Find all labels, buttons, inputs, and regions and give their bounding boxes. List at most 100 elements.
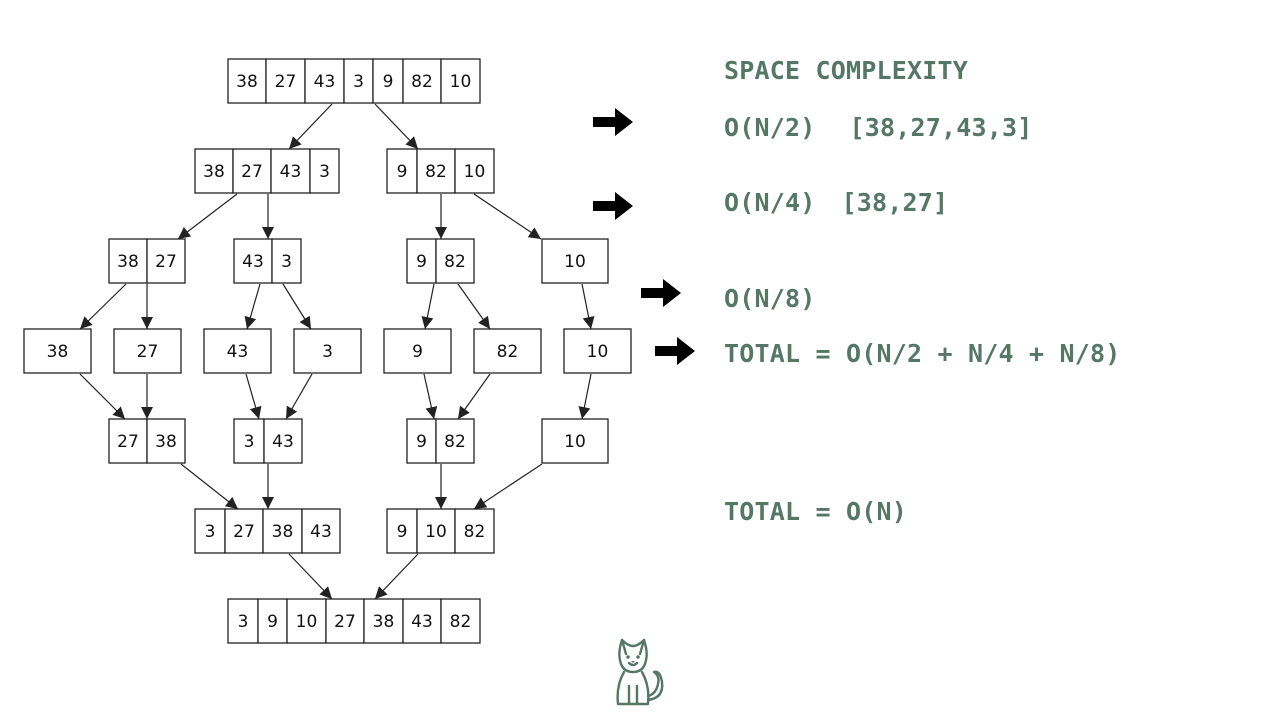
array-cell bbox=[363, 598, 404, 644]
array-cell-value: 82 bbox=[425, 162, 447, 182]
array-node: 10 bbox=[563, 328, 632, 374]
array-cell-value: 3 bbox=[353, 72, 364, 92]
array-cell-value: 3 bbox=[322, 342, 333, 362]
tree-edge-arrow bbox=[374, 103, 419, 150]
tree-edge-arrow bbox=[421, 283, 435, 330]
array-cell bbox=[233, 238, 273, 284]
array-node: 38 27 43 3 9 82 10 bbox=[227, 58, 481, 104]
array-cell-value: 43 bbox=[314, 72, 336, 92]
array-node: 3 27 38 43 bbox=[194, 508, 341, 554]
array-cell bbox=[309, 148, 340, 194]
array-cell-value: 10 bbox=[587, 342, 609, 362]
array-cell-value: 82 bbox=[444, 432, 466, 452]
array-node: 9 82 bbox=[406, 238, 475, 284]
array-cell bbox=[146, 238, 186, 284]
array-cell-value: 38 bbox=[236, 72, 258, 92]
array-cell bbox=[263, 418, 303, 464]
array-cell bbox=[416, 508, 456, 554]
total-sum-line: TOTAL = O(N/2 + N/4 + N/8) bbox=[724, 339, 1121, 368]
array-cell-value: 82 bbox=[464, 522, 486, 542]
array-cell-value: 9 bbox=[383, 72, 394, 92]
array-cell-value: 43 bbox=[272, 432, 294, 452]
tree-edge-arrow bbox=[79, 283, 127, 330]
array-cell bbox=[286, 598, 327, 644]
array-cell bbox=[435, 418, 475, 464]
array-cell bbox=[541, 418, 609, 464]
array-cell bbox=[406, 238, 437, 284]
array-cell bbox=[146, 418, 186, 464]
array-cell-value: 9 bbox=[412, 342, 423, 362]
array-cell-value: 82 bbox=[497, 342, 519, 362]
array-cell bbox=[563, 328, 632, 374]
tree-edge-arrow bbox=[581, 283, 595, 330]
array-cell-value: 3 bbox=[244, 432, 255, 452]
tree-edge-arrow bbox=[457, 283, 491, 330]
array-cell-value: 9 bbox=[397, 522, 408, 542]
array-cell bbox=[383, 328, 452, 374]
right-arrow-icon bbox=[641, 279, 681, 307]
array-cell-value: 38 bbox=[272, 522, 294, 542]
array-cell bbox=[386, 508, 418, 554]
complexity-n-over-2: O(N/2) bbox=[724, 113, 816, 142]
array-cell-value: 10 bbox=[564, 252, 586, 272]
array-cell bbox=[262, 508, 303, 554]
tree-edge-arrow bbox=[457, 373, 491, 420]
tree-edge-arrow bbox=[473, 193, 542, 240]
array-cell-value: 43 bbox=[411, 612, 433, 632]
array-cell bbox=[257, 598, 288, 644]
array-cell bbox=[108, 238, 148, 284]
complexity-line-1: O(N/2) [38,27,43,3] bbox=[724, 113, 1033, 142]
array-node: 10 bbox=[541, 238, 609, 284]
array-node: 9 82 bbox=[406, 418, 475, 464]
tree-edge-arrow bbox=[245, 373, 262, 420]
space-complexity-title: SPACE COMPLEXITY bbox=[724, 56, 969, 85]
total-final-line: TOTAL = O(N) bbox=[724, 497, 908, 526]
array-cell-value: 38 bbox=[155, 432, 177, 452]
array-cell bbox=[440, 58, 481, 104]
array-cell bbox=[301, 508, 341, 554]
array-cell-value: 3 bbox=[205, 522, 216, 542]
array-cell-value: 3 bbox=[238, 612, 249, 632]
array-node: 38 bbox=[23, 328, 92, 374]
array-cell bbox=[232, 148, 272, 194]
array-node: 43 bbox=[203, 328, 272, 374]
tree-edge-arrow bbox=[473, 463, 543, 510]
array-cell bbox=[386, 148, 418, 194]
array-cell-value: 38 bbox=[373, 612, 395, 632]
array-cell bbox=[402, 58, 442, 104]
array-cell-value: 27 bbox=[275, 72, 297, 92]
tree-edge-arrow bbox=[288, 553, 333, 600]
array-cell bbox=[402, 598, 442, 644]
tree-edge-arrow bbox=[244, 283, 261, 330]
example-array-1: [38,27,43,3] bbox=[849, 113, 1033, 142]
array-node: 27 bbox=[113, 328, 182, 374]
array-cell bbox=[473, 328, 542, 374]
array-cell bbox=[270, 148, 311, 194]
array-cell-value: 82 bbox=[444, 252, 466, 272]
tree-edge-arrow bbox=[578, 373, 592, 420]
array-cell-value: 38 bbox=[117, 252, 139, 272]
example-array-2: [38,27] bbox=[841, 188, 949, 217]
array-cell bbox=[406, 418, 437, 464]
right-arrow-icon bbox=[655, 337, 695, 365]
array-node: 9 bbox=[383, 328, 452, 374]
array-node: 27 38 bbox=[108, 418, 186, 464]
array-cell-value: 38 bbox=[203, 162, 225, 182]
array-cell bbox=[265, 58, 306, 104]
array-node: 3 43 bbox=[233, 418, 303, 464]
array-cell-value: 9 bbox=[416, 252, 427, 272]
array-node: 9 82 10 bbox=[386, 148, 495, 194]
array-cell-value: 27 bbox=[233, 522, 255, 542]
tree-edge-arrow bbox=[423, 373, 438, 420]
array-cell-value: 9 bbox=[267, 612, 278, 632]
array-cell bbox=[304, 58, 345, 104]
array-cell bbox=[271, 238, 302, 284]
array-cell-value: 3 bbox=[281, 252, 292, 272]
tree-edge-arrow bbox=[282, 283, 312, 330]
array-node: 38 27 bbox=[108, 238, 186, 284]
array-cell-value: 43 bbox=[242, 252, 264, 272]
array-cell-value: 10 bbox=[296, 612, 318, 632]
array-cell-value: 10 bbox=[450, 72, 472, 92]
array-cell-value: 10 bbox=[425, 522, 447, 542]
array-node: 82 bbox=[473, 328, 542, 374]
